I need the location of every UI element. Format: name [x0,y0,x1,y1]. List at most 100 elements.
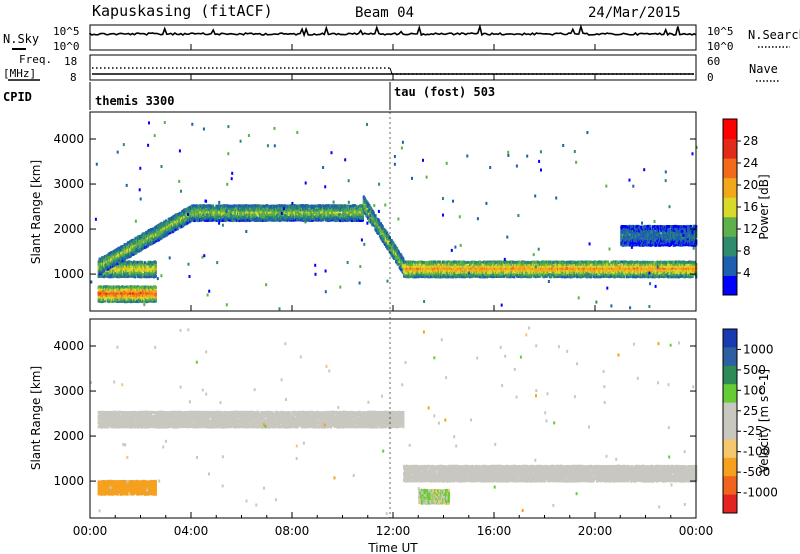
power-cell [299,208,302,212]
power-cell [99,289,102,293]
power-cell [154,286,157,289]
power-cell [287,213,290,216]
power-cell [129,266,132,270]
power-cell [154,291,157,295]
power-cell [338,204,341,208]
power-cell [103,269,106,273]
power-cell [140,291,143,295]
power-cell [119,293,122,297]
power-cell [118,285,121,289]
power-cell [312,204,315,208]
power-cell [135,266,138,270]
power-cell [147,291,150,295]
power-cell [329,218,332,222]
power-cell [232,218,235,222]
power-cell [197,212,200,216]
power-cell [249,217,252,221]
power-cell [381,225,384,229]
power-cell [277,214,280,218]
power-cell [239,208,242,212]
power-cell [176,214,179,218]
power-cell [134,245,137,249]
power-cell [204,216,207,220]
power-cell [143,261,147,265]
power-cell [164,219,168,223]
power-cell [116,257,119,261]
power-cell [174,227,177,231]
power-cell [201,206,204,210]
power-cell [112,289,115,293]
power-cell [163,220,166,224]
power-cell [129,260,132,264]
power-cell [219,204,223,208]
power-cell [221,211,224,214]
power-cell [154,271,157,275]
power-cell [123,285,127,289]
power-cell [135,291,138,295]
power-cell [128,274,131,278]
power-cell [120,255,123,259]
power-cell [123,262,126,266]
power-cell [130,287,133,291]
power-cell [140,271,143,275]
power-cell [325,204,328,208]
power-cell [125,285,128,289]
power-cell [273,208,276,212]
power-cell [138,289,141,293]
power-cell [202,211,205,214]
power-cell [270,214,273,218]
power-cell [253,208,256,212]
power-cell [282,208,285,212]
power-cell [256,216,259,220]
power-cell [152,289,156,293]
power-cell [123,260,127,264]
power-cell [118,261,121,265]
power-cell [186,221,189,225]
freq-unit: [MHz] [3,67,36,80]
power-cell [129,248,132,252]
power-cell [146,262,149,266]
power-cell [133,275,137,279]
power-cell [116,261,119,265]
power-cell [174,223,177,227]
power-cell [122,269,125,273]
power-cell [126,270,129,274]
power-cell [103,285,106,289]
power-cell [205,210,208,214]
power-cell [296,210,299,214]
power-cell [100,267,103,271]
power-cell [232,206,235,210]
power-cell [100,271,103,275]
power-cell [256,210,259,214]
nave-tick-top: 60 [707,55,720,68]
power-cell [154,231,157,235]
power-cell [139,262,142,266]
nave-label: Nave [749,62,778,76]
n-sky-label: N.Sky [3,32,39,46]
power-cell [141,267,144,271]
power-cell [148,238,151,242]
power-cell [313,212,317,216]
power-cell [335,219,338,222]
power-cell [217,208,220,212]
power-cell [623,275,626,279]
power-cell [229,208,232,212]
power-cell [114,295,117,299]
power-cell [154,289,157,293]
power-cell [120,274,123,278]
power-cell [305,218,308,222]
power-cell [333,210,336,214]
power-cell [325,214,328,218]
power-cell [286,206,289,210]
power-cell [320,206,323,210]
power-cell [136,289,139,293]
power-cell [331,210,334,214]
freq-tick-top: 18 [64,55,77,68]
power-cell [138,239,141,243]
power-cell [320,205,323,208]
power-cell [103,299,107,303]
power-cell [111,252,115,256]
power-cell [310,214,313,218]
power-cell [154,268,157,272]
power-cell [114,262,117,266]
